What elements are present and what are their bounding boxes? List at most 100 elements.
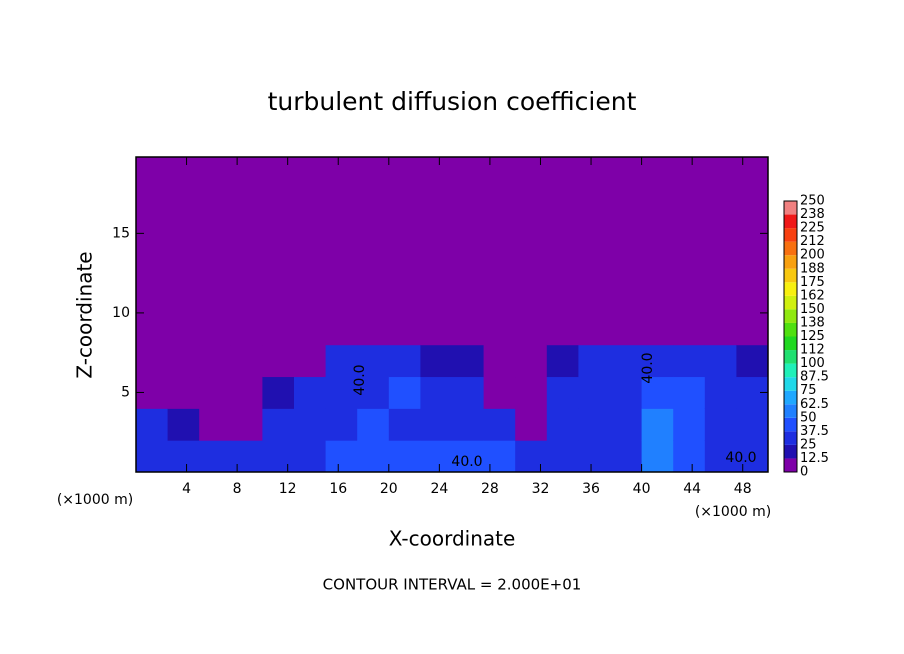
cell <box>136 344 169 378</box>
colorbar-frame <box>783 200 798 473</box>
x-unit: (×1000 m) <box>695 504 771 520</box>
cell <box>294 157 327 346</box>
cell <box>325 408 358 441</box>
cell <box>388 157 421 346</box>
cell <box>452 376 485 409</box>
plot-frame <box>135 156 769 473</box>
colorbar-swatch <box>784 214 797 229</box>
cell <box>483 408 516 441</box>
cell <box>704 376 737 409</box>
chart-title: turbulent diffusion coefficient <box>268 87 637 116</box>
colorbar-label: 238 <box>800 207 825 222</box>
x-tick-label: 28 <box>481 481 499 497</box>
colorbar-swatch <box>784 309 797 323</box>
cell <box>230 376 263 409</box>
cell <box>325 440 358 473</box>
cell <box>483 376 516 409</box>
cell <box>610 408 643 441</box>
cell <box>230 440 263 473</box>
colorbar-swatch <box>784 268 797 283</box>
colorbar-swatch <box>784 255 797 269</box>
cell <box>483 440 516 473</box>
cell <box>357 344 390 378</box>
cell <box>452 157 485 346</box>
cell <box>230 157 263 346</box>
colorbar-swatch <box>784 336 797 351</box>
cell <box>546 376 579 409</box>
x-tick-label: 36 <box>582 481 600 497</box>
cell <box>325 344 358 378</box>
colorbar-swatch <box>784 431 797 445</box>
cell <box>294 408 327 441</box>
cell <box>230 344 263 378</box>
cell <box>357 408 390 441</box>
cell <box>641 157 674 346</box>
cell <box>704 440 737 473</box>
colorbar-swatch <box>784 241 797 256</box>
colorbar-label: 250 <box>800 194 825 209</box>
cell <box>357 157 390 346</box>
contour-label: 40.0 <box>640 352 656 383</box>
cell <box>673 408 706 441</box>
y-tick-label: 15 <box>112 225 130 241</box>
x-tick-label: 4 <box>182 481 191 497</box>
cell <box>483 344 516 378</box>
cell <box>388 344 421 378</box>
x-unit: (×1000 m) <box>57 492 133 508</box>
colorbar-swatch <box>784 228 797 242</box>
colorbar-swatch <box>784 444 797 459</box>
x-tick-label: 24 <box>430 481 448 497</box>
cell <box>673 376 706 409</box>
cell <box>578 157 611 346</box>
cell <box>610 440 643 473</box>
cell <box>420 440 453 473</box>
cell <box>452 440 485 473</box>
x-tick-label: 40 <box>633 481 651 497</box>
cell <box>167 408 200 441</box>
x-tick-label: 44 <box>683 481 701 497</box>
colorbar-label: 112 <box>800 343 825 358</box>
cell <box>325 157 358 346</box>
cell <box>199 440 232 473</box>
cell <box>388 440 421 473</box>
cell <box>167 344 200 378</box>
colorbar-swatch <box>784 322 797 337</box>
x-tick-label: 20 <box>380 481 398 497</box>
cell <box>420 344 453 378</box>
cell <box>704 408 737 441</box>
colorbar-label: 50 <box>800 410 817 425</box>
cell <box>641 376 674 409</box>
cell <box>641 440 674 473</box>
cell <box>452 408 485 441</box>
contour-label: 40.0 <box>352 364 368 395</box>
cell <box>736 408 769 441</box>
contour-label: 40.0 <box>725 450 756 466</box>
colorbar-label: 162 <box>800 288 825 303</box>
cell <box>136 440 169 473</box>
colorbar-label: 200 <box>800 248 825 263</box>
cell <box>294 440 327 473</box>
cell <box>167 376 200 409</box>
y-tick-label: 5 <box>121 384 130 400</box>
cell <box>578 344 611 378</box>
colorbar-swatch <box>784 458 797 472</box>
cell <box>515 344 548 378</box>
colorbar-label: 75 <box>800 383 817 398</box>
cell <box>420 157 453 346</box>
colorbar-label: 25 <box>800 437 817 452</box>
colorbar-swatch <box>784 295 797 310</box>
cell <box>610 157 643 346</box>
colorbar-label: 175 <box>800 275 825 290</box>
colorbar-label: 225 <box>800 221 825 236</box>
colorbar-label: 138 <box>800 315 825 330</box>
cell <box>262 408 295 441</box>
cell <box>546 408 579 441</box>
cell <box>136 157 169 346</box>
cell <box>262 157 295 346</box>
x-tick-label: 16 <box>329 481 347 497</box>
cell <box>673 440 706 473</box>
cell <box>515 408 548 441</box>
colorbar-swatch <box>784 282 797 296</box>
colorbar-label: 87.5 <box>800 370 829 385</box>
